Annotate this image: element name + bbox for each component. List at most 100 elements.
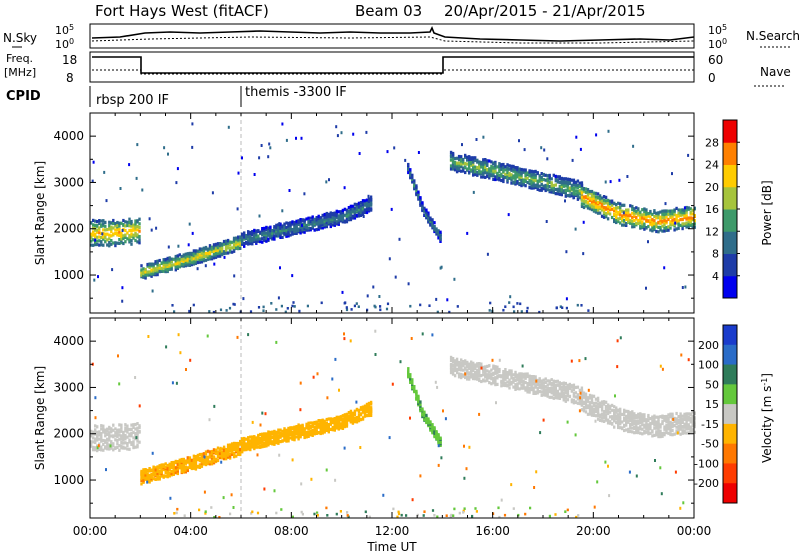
echo-cell xyxy=(188,255,192,259)
echo-cell xyxy=(327,423,330,427)
echo-cell xyxy=(122,241,125,246)
sparse-echo xyxy=(632,144,635,148)
echo-cell xyxy=(421,407,424,411)
echo-cell xyxy=(90,429,93,433)
echo-cell xyxy=(222,250,226,254)
echo-cell xyxy=(580,191,584,195)
echo-cell xyxy=(617,206,620,210)
ground-echo xyxy=(292,301,295,304)
echo-cell xyxy=(516,382,519,386)
echo-cell xyxy=(152,477,155,481)
echo-cell xyxy=(490,169,493,173)
colorbar-swatch xyxy=(723,423,737,445)
echo-cell xyxy=(671,215,674,219)
echo-cell xyxy=(514,168,517,172)
echo-cell xyxy=(102,222,105,226)
echo-cell xyxy=(568,382,572,386)
echo-cell xyxy=(407,367,410,371)
sparse-echo xyxy=(169,496,172,500)
echo-cell xyxy=(550,188,553,192)
colorbar-swatch xyxy=(723,384,737,405)
echo-cell xyxy=(261,240,264,244)
echo-cell xyxy=(303,431,306,435)
echo-cell xyxy=(106,437,109,441)
echo-cell xyxy=(478,172,481,176)
echo-cell xyxy=(530,382,533,387)
echo-cell xyxy=(114,446,117,450)
echo-cell xyxy=(540,393,543,397)
echo-cell xyxy=(228,248,232,252)
echo-cell xyxy=(180,262,183,266)
echo-cell xyxy=(427,211,430,215)
echo-cell xyxy=(130,221,133,226)
echo-cell xyxy=(228,240,232,244)
echo-cell xyxy=(596,208,600,212)
echo-cell xyxy=(602,195,606,199)
echo-cell xyxy=(132,430,135,434)
echo-cell xyxy=(619,210,622,214)
echo-cell xyxy=(265,236,268,240)
sparse-echo xyxy=(146,480,149,484)
echo-cell xyxy=(526,372,529,376)
echo-cell xyxy=(132,226,135,230)
echo-cell xyxy=(602,198,606,202)
echo-cell xyxy=(643,209,646,213)
echo-cell xyxy=(617,408,620,412)
echo-cell xyxy=(118,448,121,452)
sparse-echo xyxy=(118,382,121,386)
sparse-echo xyxy=(607,464,609,468)
y-tick-label: 2000 xyxy=(53,222,84,236)
echo-cell xyxy=(645,420,648,424)
echo-cell xyxy=(600,206,604,210)
ground-echo xyxy=(428,304,431,307)
echo-cell xyxy=(659,435,662,439)
echo-cell xyxy=(449,366,453,370)
echo-cell xyxy=(321,218,324,222)
sparse-echo xyxy=(358,152,361,155)
echo-cell xyxy=(363,404,367,408)
echo-cell xyxy=(273,429,276,433)
sparse-echo xyxy=(681,286,684,289)
sparse-echo xyxy=(176,167,179,171)
echo-cell xyxy=(564,396,567,400)
colorbar-swatch xyxy=(723,186,737,210)
echo-cell xyxy=(367,411,371,415)
sparse-echo xyxy=(491,358,494,362)
echo-cell xyxy=(116,433,119,437)
echo-cell xyxy=(643,207,646,211)
echo-cell xyxy=(460,365,463,369)
echo-cell xyxy=(116,434,119,439)
ground-echo xyxy=(335,512,338,516)
echo-cell xyxy=(148,270,151,274)
echo-cell xyxy=(474,156,477,160)
echo-cell xyxy=(325,425,328,429)
echo-cell xyxy=(182,465,185,470)
echo-cell xyxy=(451,367,455,371)
colorbar-swatch xyxy=(723,275,737,299)
echo-cell xyxy=(560,178,563,182)
echo-cell xyxy=(295,428,298,432)
echo-cell xyxy=(677,415,680,419)
echo-cell xyxy=(190,254,194,258)
echo-cell xyxy=(588,203,592,207)
echo-cell xyxy=(333,427,336,431)
echo-cell xyxy=(538,184,541,188)
echo-cell xyxy=(283,435,286,439)
echo-cell xyxy=(466,368,469,373)
sparse-echo xyxy=(94,238,97,242)
echo-cell xyxy=(305,424,308,428)
sparse-echo xyxy=(268,142,271,146)
echo-cell xyxy=(602,200,606,204)
echo-cell xyxy=(588,207,592,211)
echo-cell xyxy=(484,160,487,164)
echo-cell xyxy=(353,216,357,220)
sparse-echo xyxy=(119,187,122,190)
echo-cell xyxy=(92,448,95,452)
echo-cell xyxy=(120,446,123,450)
echo-cell xyxy=(449,164,453,168)
echo-cell xyxy=(691,420,694,424)
sparse-echo xyxy=(301,223,303,227)
echo-cell xyxy=(500,167,503,171)
echo-cell xyxy=(206,257,210,261)
echo-cell xyxy=(293,231,296,235)
